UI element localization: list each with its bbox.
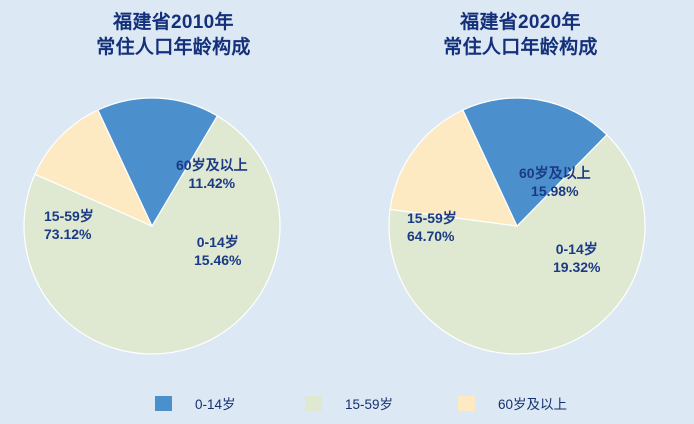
- pie-svg-2020: [388, 97, 646, 355]
- pie-slice-60-plus[interactable]: [389, 109, 519, 227]
- legend-label-60-plus: 60岁及以上: [498, 397, 568, 412]
- pie-slices-2020: [388, 97, 646, 355]
- pie-label-15-59-2020: 15-59岁 64.70%: [407, 210, 457, 244]
- pie-label-0-14-2010: 0-14岁 15.46%: [194, 234, 242, 268]
- legend-item-60-plus[interactable]: 60岁及以上: [458, 392, 567, 414]
- pie-label-0-14-2020: 0-14岁 19.32%: [553, 241, 601, 275]
- chart-panel-2010: 福建省2010年 常住人口年龄构成 15-59岁 73.12% 60岁及以上 1…: [0, 0, 347, 390]
- pie-chart-2010: [0, 78, 347, 378]
- legend-swatch-15-59-icon: [305, 395, 322, 411]
- pie-svg-2010: [23, 97, 281, 355]
- pie-label-60-plus-2020: 60岁及以上 15.98%: [519, 165, 591, 199]
- pie-slice-0-14[interactable]: [97, 97, 219, 228]
- pie-slice-15-59[interactable]: [23, 115, 281, 355]
- pie-slice-0-14[interactable]: [462, 97, 608, 228]
- pie-slice-60-plus[interactable]: [34, 109, 154, 228]
- legend: 0-14岁 15-59岁 60岁及以上: [0, 392, 694, 416]
- page-title-2020: 福建省2020年 常住人口年龄构成: [443, 12, 598, 58]
- pie-chart-2020: [347, 78, 694, 378]
- legend-label-15-59: 15-59岁: [345, 397, 394, 412]
- legend-label-0-14: 0-14岁: [195, 397, 236, 412]
- legend-item-0-14[interactable]: 0-14岁: [155, 392, 236, 414]
- page-title-2010: 福建省2010年 常住人口年龄构成: [96, 12, 251, 58]
- pie-label-60-plus-2010: 60岁及以上 11.42%: [176, 157, 248, 191]
- chart-panel-2020: 福建省2020年 常住人口年龄构成 15-59岁 64.70% 60岁及以上 1…: [347, 0, 694, 390]
- pie-slices-2010: [23, 97, 281, 355]
- pie-slice-15-59[interactable]: [388, 133, 646, 355]
- legend-swatch-60-plus-icon: [458, 395, 475, 411]
- legend-item-15-59[interactable]: 15-59岁: [305, 392, 393, 414]
- pie-label-15-59-2010: 15-59岁 73.12%: [44, 208, 94, 242]
- legend-swatch-0-14-icon: [155, 395, 172, 411]
